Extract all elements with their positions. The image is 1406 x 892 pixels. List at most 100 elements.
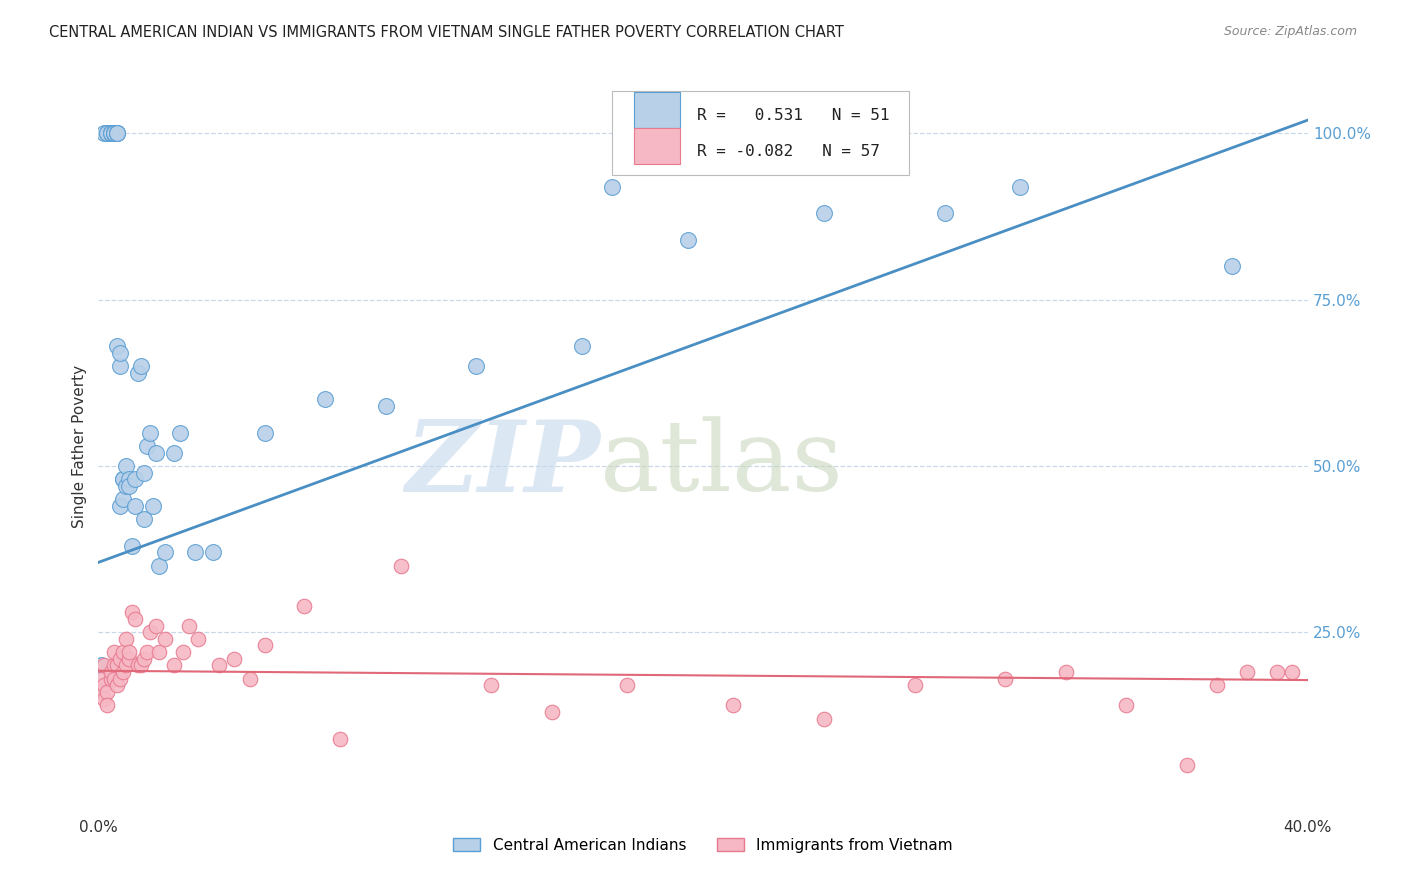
Point — [132, 652, 155, 666]
Point — [184, 545, 207, 559]
Point — [253, 639, 276, 653]
Point — [105, 658, 128, 673]
Point — [481, 678, 503, 692]
Point — [1220, 260, 1243, 274]
Point — [1054, 665, 1077, 679]
Point — [93, 127, 115, 141]
Point — [1175, 758, 1198, 772]
Point — [93, 658, 115, 673]
Point — [90, 658, 112, 673]
Point — [1206, 678, 1229, 692]
Point — [121, 539, 143, 553]
Point — [103, 127, 125, 141]
Point — [163, 445, 186, 459]
Point — [111, 472, 134, 486]
Point — [129, 658, 152, 673]
Point — [103, 672, 125, 686]
Point — [111, 492, 134, 507]
Point — [90, 672, 112, 686]
Point — [602, 179, 624, 194]
Point — [616, 678, 638, 692]
Point — [1281, 665, 1303, 679]
Point — [105, 127, 128, 141]
Point — [208, 658, 231, 673]
Point — [314, 392, 336, 407]
Point — [96, 127, 118, 141]
Text: R =   0.531   N = 51: R = 0.531 N = 51 — [697, 108, 890, 123]
Point — [100, 127, 122, 141]
Point — [129, 359, 152, 374]
Point — [132, 466, 155, 480]
Point — [389, 558, 412, 573]
FancyBboxPatch shape — [613, 91, 908, 176]
Point — [127, 658, 149, 673]
Point — [103, 658, 125, 673]
Bar — [634, 128, 681, 164]
Point — [571, 339, 593, 353]
Point — [292, 599, 315, 613]
Point — [111, 645, 134, 659]
Point — [93, 678, 115, 692]
Point — [148, 558, 170, 573]
Text: ZIP: ZIP — [405, 416, 600, 513]
Point — [124, 499, 146, 513]
Point — [127, 366, 149, 380]
Point — [111, 472, 134, 486]
Point — [96, 685, 118, 699]
Point — [108, 499, 131, 513]
Point — [132, 512, 155, 526]
Point — [105, 339, 128, 353]
Point — [103, 127, 125, 141]
Point — [105, 127, 128, 141]
Point — [96, 127, 118, 141]
Point — [139, 425, 162, 440]
Point — [163, 658, 186, 673]
Point — [114, 632, 136, 646]
Point — [118, 472, 141, 486]
Point — [114, 479, 136, 493]
Point — [105, 127, 128, 141]
Point — [103, 645, 125, 659]
Point — [1010, 179, 1032, 194]
Point — [1236, 665, 1258, 679]
Point — [108, 652, 131, 666]
Point — [153, 545, 176, 559]
Point — [813, 712, 835, 726]
Point — [676, 233, 699, 247]
Point — [100, 672, 122, 686]
Point — [904, 678, 927, 692]
Point — [934, 206, 956, 220]
Text: Source: ZipAtlas.com: Source: ZipAtlas.com — [1223, 25, 1357, 38]
Point — [124, 472, 146, 486]
Point — [111, 665, 134, 679]
Point — [253, 425, 276, 440]
Point — [1115, 698, 1137, 713]
Point — [114, 458, 136, 473]
Point — [169, 425, 191, 440]
Point — [374, 399, 396, 413]
Point — [108, 359, 131, 374]
Point — [187, 632, 209, 646]
Point — [540, 705, 562, 719]
Point — [124, 612, 146, 626]
Point — [103, 127, 125, 141]
Text: R = -0.082   N = 57: R = -0.082 N = 57 — [697, 145, 880, 160]
Text: CENTRAL AMERICAN INDIAN VS IMMIGRANTS FROM VIETNAM SINGLE FATHER POVERTY CORRELA: CENTRAL AMERICAN INDIAN VS IMMIGRANTS FR… — [49, 25, 844, 40]
Point — [108, 346, 131, 360]
Legend: Central American Indians, Immigrants from Vietnam: Central American Indians, Immigrants fro… — [447, 831, 959, 859]
Point — [994, 672, 1017, 686]
Point — [103, 127, 125, 141]
Point — [100, 665, 122, 679]
Point — [121, 605, 143, 619]
Bar — [634, 92, 681, 128]
Point — [114, 658, 136, 673]
Point — [723, 698, 745, 713]
Point — [118, 645, 141, 659]
Point — [179, 618, 201, 632]
Point — [108, 672, 131, 686]
Point — [90, 685, 112, 699]
Point — [118, 652, 141, 666]
Point — [135, 645, 157, 659]
Point — [100, 127, 122, 141]
Point — [139, 625, 162, 640]
